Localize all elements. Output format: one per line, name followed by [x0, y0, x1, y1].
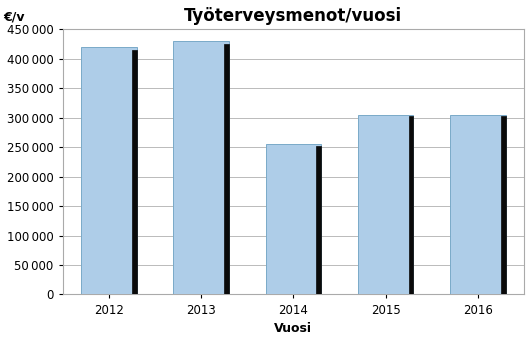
Title: Työterveysmenot/vuosi: Työterveysmenot/vuosi — [184, 7, 402, 25]
Bar — [174, 41, 229, 294]
Bar — [132, 50, 136, 294]
X-axis label: Vuosi: Vuosi — [275, 322, 312, 335]
Bar — [224, 44, 229, 294]
Bar — [316, 146, 321, 294]
Bar — [450, 115, 506, 294]
Text: €/v: €/v — [3, 11, 24, 24]
Bar — [501, 117, 506, 294]
Bar — [266, 144, 321, 294]
Bar — [409, 117, 413, 294]
Bar — [358, 115, 413, 294]
Bar — [81, 47, 136, 294]
